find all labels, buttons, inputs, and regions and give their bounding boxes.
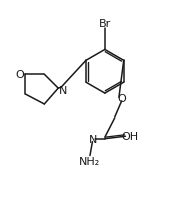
Text: Br: Br bbox=[99, 19, 111, 28]
Text: N: N bbox=[58, 85, 67, 95]
Text: O: O bbox=[117, 94, 126, 104]
Text: O: O bbox=[16, 70, 24, 80]
Text: N: N bbox=[89, 134, 97, 144]
Text: NH₂: NH₂ bbox=[79, 156, 101, 166]
Text: OH: OH bbox=[121, 131, 138, 141]
